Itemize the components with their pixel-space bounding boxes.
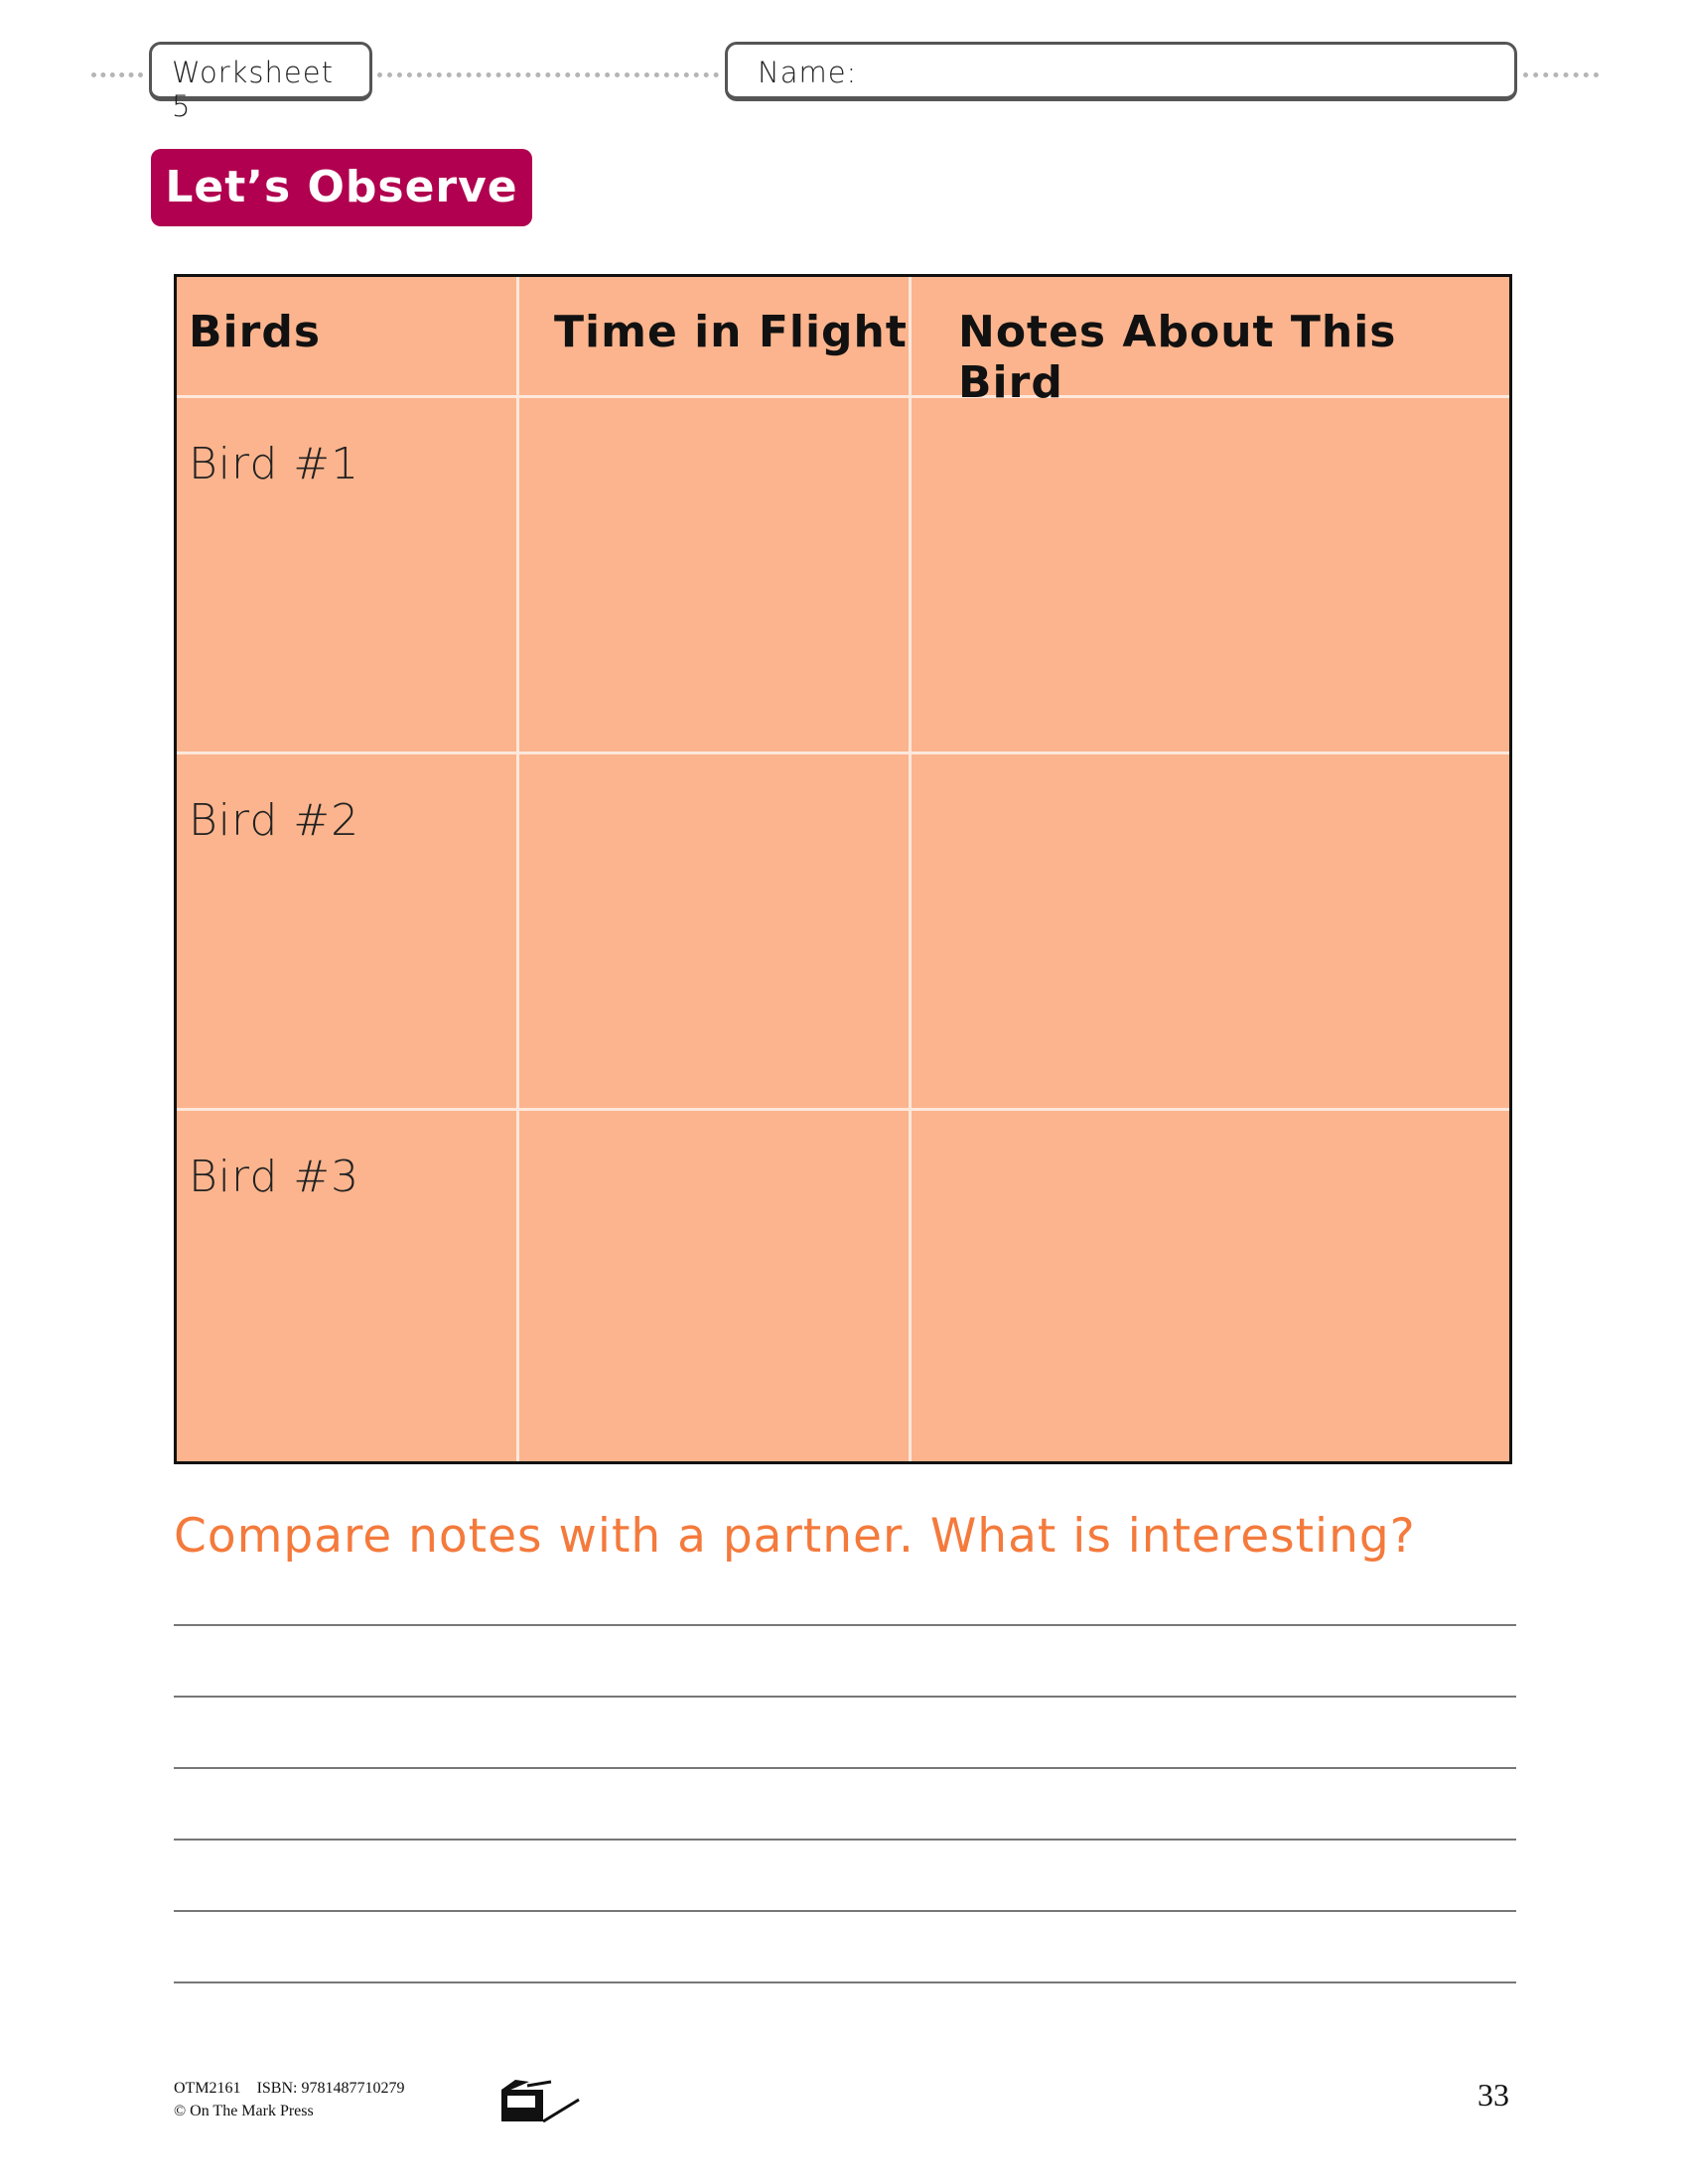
writing-line[interactable] [174, 1696, 1516, 1698]
product-code: OTM2161 [174, 2080, 241, 2097]
copyright: © On The Mark Press [174, 2103, 314, 2119]
writing-line[interactable] [174, 1981, 1516, 1983]
section-title: Let’s Observe [151, 149, 532, 226]
writing-line[interactable] [174, 1910, 1516, 1912]
observation-table: Birds Time in Flight Notes About This Bi… [174, 274, 1512, 1464]
dotted-rule [377, 72, 719, 77]
column-divider [909, 277, 912, 1461]
header-birds: Birds [189, 307, 322, 357]
row-label-bird-3: Bird #3 [189, 1152, 360, 1202]
row-label-bird-2: Bird #2 [189, 795, 360, 846]
row-divider [177, 395, 1509, 398]
header-time-in-flight: Time in Flight [554, 307, 908, 357]
row-label-bird-1: Bird #1 [189, 439, 360, 489]
column-divider [516, 277, 519, 1461]
worksheet-label: Worksheet 5 [149, 42, 372, 123]
row-divider [177, 1108, 1509, 1111]
writing-line[interactable] [174, 1839, 1516, 1841]
name-field[interactable]: Name: [725, 42, 1517, 101]
dotted-rule [1523, 72, 1599, 77]
page-number: 33 [1477, 2077, 1509, 2113]
copier-icon [501, 2080, 580, 2123]
writing-line[interactable] [174, 1767, 1516, 1769]
header-notes: Notes About This Bird [958, 307, 1397, 408]
prompt-text: Compare notes with a partner. What is in… [174, 1509, 1416, 1564]
name-label: Name: [758, 56, 858, 89]
isbn: ISBN: 9781487710279 [256, 2080, 405, 2097]
writing-line[interactable] [174, 1624, 1516, 1626]
row-divider [177, 751, 1509, 754]
dotted-rule [91, 72, 143, 77]
footer-ids: OTM2161 ISBN: 9781487710279 [174, 2080, 404, 2098]
